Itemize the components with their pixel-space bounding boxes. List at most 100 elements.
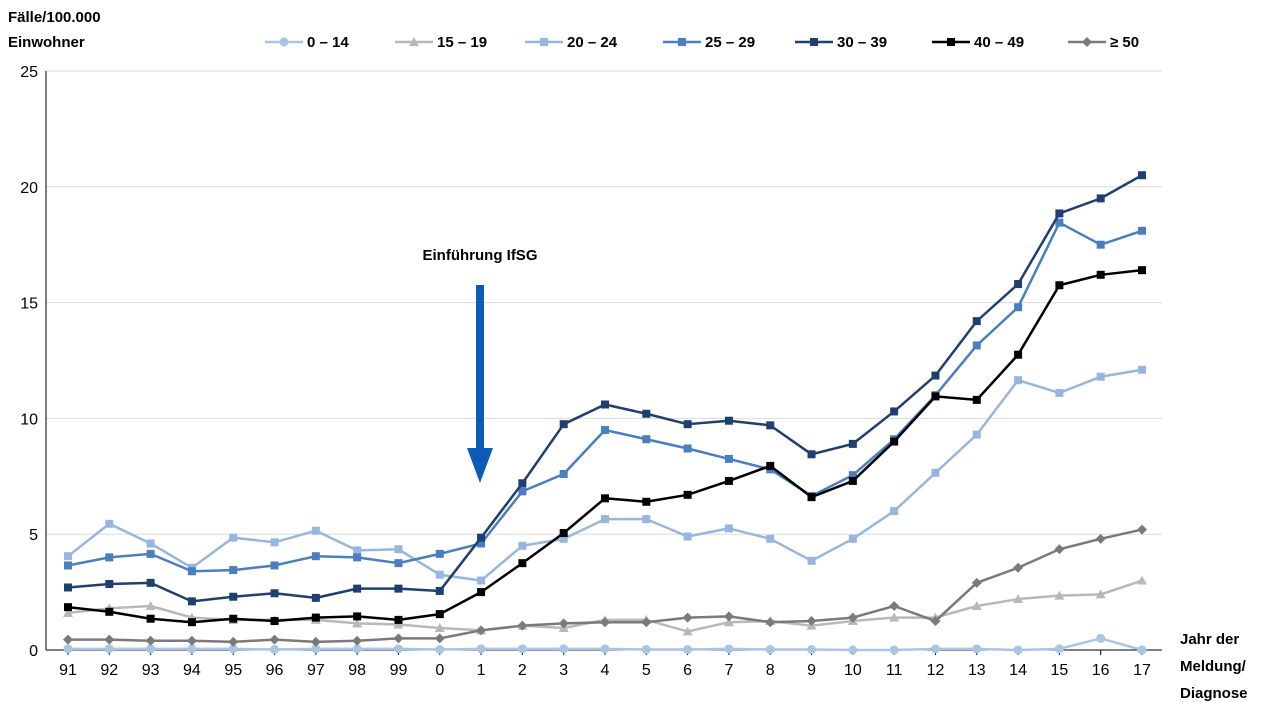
data-point [229, 566, 238, 575]
x-axis-title-line3: Diagnose [1180, 685, 1248, 702]
legend-marker [1082, 37, 1092, 47]
x-tick-label: 11 [886, 662, 903, 679]
data-point [847, 612, 858, 623]
data-point [1138, 266, 1146, 275]
data-point [394, 584, 403, 593]
x-tick-label: 14 [1009, 662, 1027, 679]
data-point [393, 644, 403, 654]
x-tick-label: 2 [518, 662, 527, 679]
data-point [601, 400, 609, 409]
data-point [724, 644, 734, 654]
data-point [1014, 350, 1023, 359]
data-point [1014, 303, 1023, 312]
legend-label: 25 – 29 [705, 34, 755, 51]
data-point [353, 612, 362, 621]
data-point [807, 493, 816, 502]
data-point [601, 425, 609, 434]
data-point [105, 607, 114, 616]
data-point [517, 644, 527, 654]
data-point [559, 644, 569, 654]
data-point [1054, 590, 1065, 600]
data-point [972, 341, 981, 350]
x-tick-label: 12 [927, 662, 945, 679]
data-point [1137, 575, 1147, 585]
x-tick-label: 94 [183, 662, 201, 679]
legend: 0 – 14 15 – 19 20 – 24 25 – 29 30 – 39 40 – 4… [265, 34, 1139, 51]
series-5 [64, 266, 1146, 627]
data-point [352, 618, 363, 628]
data-point [145, 600, 156, 610]
data-point [435, 610, 444, 619]
legend-marker [409, 37, 419, 46]
data-point [1096, 633, 1106, 643]
data-point [600, 644, 610, 654]
gridlines [46, 70, 1162, 535]
y-axis-title-line1: Fälle/100.000 [8, 9, 101, 26]
legend-item: 20 – 24 [525, 34, 618, 51]
data-point [1096, 194, 1105, 203]
data-point [807, 450, 816, 459]
data-point [641, 617, 652, 628]
x-tick-label: 16 [1092, 662, 1110, 679]
annotation-label: Einführung IfSG [423, 247, 538, 264]
data-point [642, 497, 651, 506]
data-point [642, 435, 651, 444]
series-lines [63, 171, 1147, 655]
data-point [930, 644, 940, 654]
legend-item: 0 – 14 [265, 34, 349, 51]
data-point [1054, 644, 1064, 654]
x-tick-label: 4 [601, 662, 610, 679]
x-tick-label: 10 [844, 662, 862, 679]
data-point [1014, 376, 1023, 385]
x-tick-label: 17 [1133, 662, 1151, 679]
x-tick-label: 98 [348, 662, 366, 679]
data-point [228, 644, 238, 654]
legend-marker [678, 38, 686, 46]
data-point [724, 454, 733, 463]
data-point [683, 444, 692, 453]
data-point [890, 407, 899, 416]
data-point [766, 461, 775, 470]
data-point [890, 507, 899, 516]
x-tick-label: 91 [59, 662, 77, 679]
legend-item: ≥ 50 [1068, 34, 1139, 51]
data-point [1013, 645, 1023, 655]
x-tick-label: 8 [766, 662, 775, 679]
series-6 [63, 524, 1147, 647]
data-point [352, 644, 362, 654]
data-point [229, 592, 238, 601]
data-point [683, 532, 692, 541]
data-point [601, 494, 609, 503]
data-point [353, 546, 362, 555]
data-point [848, 471, 857, 480]
x-tick-label: 6 [683, 662, 692, 679]
data-point [64, 561, 72, 570]
data-point [601, 515, 609, 524]
data-point [146, 578, 155, 587]
data-point [518, 487, 527, 496]
data-point [682, 612, 693, 623]
data-point [105, 519, 114, 528]
data-point [930, 616, 941, 627]
data-point [1013, 562, 1024, 573]
data-point [105, 553, 114, 562]
data-point [972, 317, 981, 326]
data-point [642, 515, 651, 524]
data-point [270, 538, 279, 547]
data-point [1137, 524, 1147, 535]
legend-label: 20 – 24 [567, 34, 618, 51]
data-point [1055, 218, 1064, 227]
legend-marker [810, 38, 818, 46]
x-tick-label: 95 [224, 662, 242, 679]
data-point [889, 645, 899, 655]
data-point [559, 529, 568, 538]
data-point [848, 645, 858, 655]
data-point [270, 617, 279, 626]
data-point [558, 618, 569, 629]
data-point [971, 600, 982, 610]
data-point [517, 620, 528, 631]
data-point [310, 636, 321, 647]
data-point [972, 395, 981, 404]
